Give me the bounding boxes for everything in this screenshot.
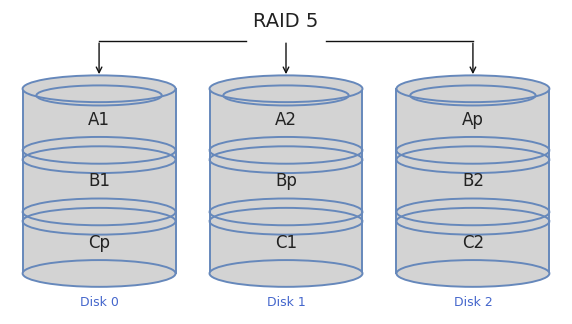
Polygon shape	[23, 89, 176, 273]
Polygon shape	[209, 89, 363, 273]
Text: B1: B1	[88, 172, 110, 190]
Text: C1: C1	[275, 234, 297, 252]
Text: A2: A2	[275, 110, 297, 129]
Text: Ap: Ap	[462, 110, 484, 129]
Ellipse shape	[209, 75, 363, 102]
Text: Disk 2: Disk 2	[454, 296, 492, 309]
Ellipse shape	[209, 260, 363, 287]
Polygon shape	[396, 89, 549, 273]
Ellipse shape	[396, 260, 549, 287]
Text: Disk 0: Disk 0	[80, 296, 118, 309]
Text: Bp: Bp	[275, 172, 297, 190]
Ellipse shape	[23, 260, 176, 287]
Text: B2: B2	[462, 172, 484, 190]
Text: Disk 1: Disk 1	[267, 296, 305, 309]
Ellipse shape	[23, 75, 176, 102]
Text: C2: C2	[462, 234, 484, 252]
Text: Cp: Cp	[88, 234, 110, 252]
Text: RAID 5: RAID 5	[253, 12, 319, 31]
Text: A1: A1	[88, 110, 110, 129]
Ellipse shape	[396, 75, 549, 102]
